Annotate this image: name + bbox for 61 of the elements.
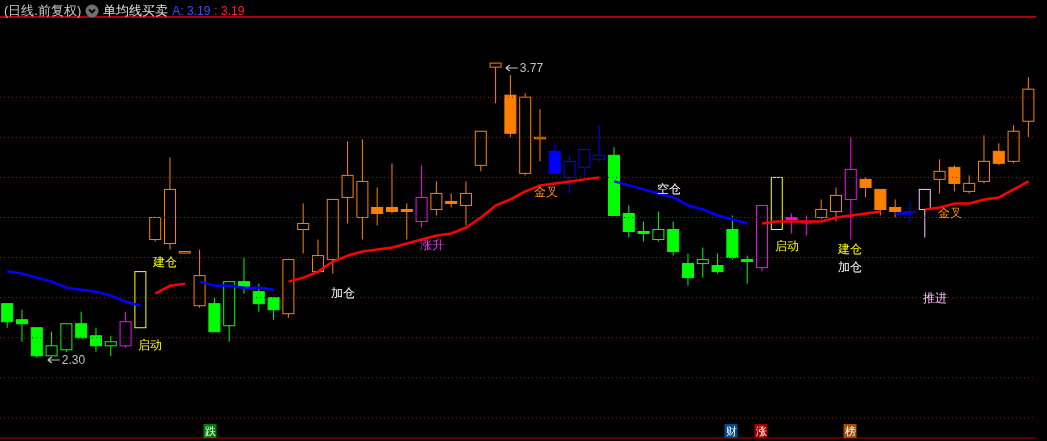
candlestick (45, 331, 58, 357)
candlestick (1, 303, 14, 329)
candlestick (652, 210, 665, 243)
annotation: 金叉 (938, 204, 962, 222)
candlestick (578, 148, 591, 176)
candlestick (104, 335, 117, 357)
candlestick (711, 253, 724, 275)
candlestick (75, 311, 88, 339)
annotation: 金叉 (534, 183, 558, 201)
candlestick (696, 247, 709, 279)
annotation: 推进 (923, 289, 947, 307)
annotation: 财 (725, 424, 737, 438)
candlestick (963, 174, 976, 194)
annotation: 跌 (204, 424, 216, 438)
candlestick (859, 176, 872, 198)
candlestick (785, 212, 798, 235)
annotation: 涨 (755, 424, 767, 438)
candlestick (815, 198, 828, 220)
candlestick (918, 188, 931, 239)
candlestick (933, 158, 946, 194)
annotation: 加仓 (331, 284, 355, 302)
candlestick (977, 134, 990, 184)
candlestick (622, 204, 635, 239)
candlestick (667, 220, 680, 257)
annotation: 建仓 (153, 253, 177, 271)
candlestick (89, 327, 102, 353)
candlestick (489, 62, 502, 104)
chart-subtitle: 单均线买卖 (103, 2, 169, 20)
candlestick (874, 188, 887, 216)
annotation: 启动 (138, 336, 162, 354)
candlestick (149, 216, 162, 243)
candlestick (459, 180, 472, 226)
annotation: 2.30 (61, 353, 86, 367)
annotation: 空仓 (657, 180, 681, 198)
candlestick (341, 140, 354, 224)
annotation: 榜 (844, 424, 856, 438)
candlestick (637, 220, 650, 243)
candlestick (15, 309, 28, 343)
candlestick (992, 142, 1005, 166)
chart-title: (日线.前复权) (4, 2, 82, 20)
candlestick (948, 164, 961, 192)
candlestick (252, 283, 265, 313)
annotation: A: 3.19 (172, 4, 211, 18)
candlestick (385, 162, 398, 214)
candlestick (593, 124, 606, 162)
candlestick (741, 255, 754, 285)
candlestick (267, 297, 280, 321)
candlestick (548, 142, 561, 174)
annotation: 3.77 (519, 61, 544, 75)
annotation: : 3.19 (214, 4, 245, 18)
candlestick (829, 186, 842, 222)
annotation: 涨升 (420, 236, 444, 254)
candlestick (563, 154, 576, 194)
candlestick (400, 202, 413, 241)
candlestick (430, 180, 443, 216)
candlestick (371, 186, 384, 226)
annotation: 启动 (775, 237, 799, 255)
annotation: 加仓 (838, 258, 862, 276)
candlestick (297, 202, 310, 255)
candlestick (681, 253, 694, 287)
annotation: 建仓 (838, 240, 862, 258)
